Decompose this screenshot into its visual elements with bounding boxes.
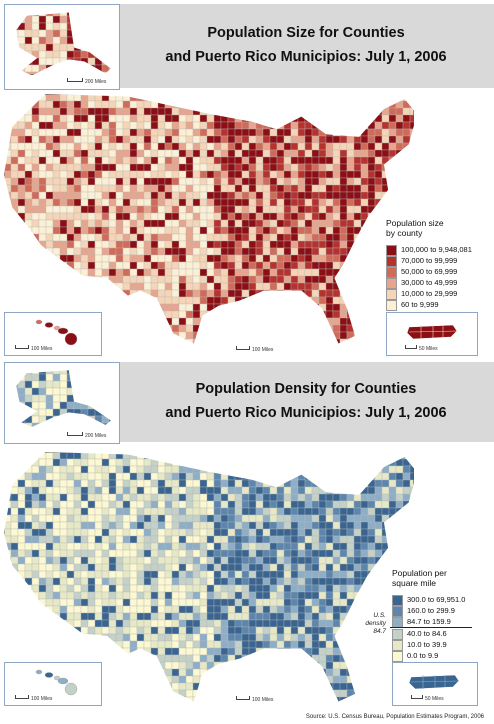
legend-swatch [392, 651, 403, 662]
legend-label: 84.7 to 159.9 [407, 617, 451, 626]
scale-bar [236, 696, 250, 700]
legend-title-line-1: Population per [392, 568, 447, 578]
conus-scale-label: 100 Miles [252, 347, 274, 353]
legend-label: 40.0 to 84.6 [407, 629, 447, 638]
hawaii-inset: 100 Miles [4, 312, 102, 356]
legend-label: 10,000 to 29,999 [401, 289, 458, 298]
puerto-rico-inset: 50 Miles [392, 662, 478, 706]
scale-bar [67, 78, 83, 82]
alaska-map [16, 370, 111, 427]
puerto-rico-inset: 50 Miles [386, 312, 478, 356]
alaska-map [16, 12, 111, 75]
legend-entry: 84.7 to 159.9 [392, 617, 451, 628]
legend-entry: 30,000 to 49,999 [386, 278, 458, 289]
us-density-label-line-2: density [365, 620, 386, 627]
scale-bar [15, 695, 29, 699]
legend-label: 160.0 to 299.9 [407, 606, 455, 615]
hawaii-scale-label: 100 Miles [31, 696, 53, 702]
hawaii-inset: 100 Miles [4, 662, 102, 706]
alaska-inset: 200 Miles [4, 4, 120, 90]
legend-title-line-2: square mile [392, 578, 436, 588]
legend-label: 0.0 to 9.9 [407, 651, 439, 660]
legend-label: 300.0 to 69,951.0 [407, 595, 466, 604]
legend-entry: 160.0 to 299.9 [392, 606, 455, 617]
population-size-map-panel: Population Size for Counties and Puerto … [4, 4, 494, 356]
legend-swatch [386, 267, 397, 278]
puerto-rico-map [408, 674, 460, 690]
legend-label: 60 to 9,999 [401, 300, 439, 309]
alaska-scale-label: 200 Miles [85, 433, 107, 439]
legend-entry: 40.0 to 84.6 [392, 629, 447, 640]
legend-label: 100,000 to 9,948,081 [401, 245, 472, 254]
legend-label: 70,000 to 99,999 [401, 256, 458, 265]
hawaii-map [35, 319, 78, 346]
hawaii-map [35, 669, 78, 696]
legend-label: 10.0 to 39.9 [407, 640, 447, 649]
hawaii-scale-label: 100 Miles [31, 346, 53, 352]
legend-swatch [392, 640, 403, 651]
map-title-line-1: Population Density for Counties [195, 381, 417, 397]
legend-label: 50,000 to 69,999 [401, 267, 458, 276]
legend-swatch [392, 606, 403, 617]
legend-swatch [392, 629, 403, 640]
legend-label: 30,000 to 49,999 [401, 278, 458, 287]
us-density-label-line-1: U.S. [373, 612, 386, 619]
scale-bar [67, 432, 83, 436]
legend-entry: 0.0 to 9.9 [392, 651, 439, 662]
legend-entry: 70,000 to 99,999 [386, 256, 458, 267]
legend-swatch [386, 278, 397, 289]
legend-title-line-1: Population size [386, 218, 444, 228]
legend-swatch [386, 245, 397, 256]
legend-entry: 100,000 to 9,948,081 [386, 245, 472, 256]
legend-swatch [386, 289, 397, 300]
legend-swatch [392, 595, 403, 606]
legend-swatch [386, 256, 397, 267]
puerto-rico-scale-label: 50 Miles [425, 696, 444, 702]
conus-map [4, 452, 414, 702]
scale-bar [236, 346, 250, 350]
puerto-rico-scale-label: 50 Miles [419, 346, 438, 352]
scale-bar [405, 345, 417, 349]
legend-entry: 300.0 to 69,951.0 [392, 595, 466, 606]
map-title-line-2: and Puerto Rico Municipios: July 1, 2006 [165, 49, 447, 65]
title-band [118, 4, 494, 88]
source-note: Source: U.S. Census Bureau, Population E… [305, 714, 484, 720]
alaska-inset: 200 Miles [4, 362, 120, 444]
scale-bar [411, 695, 423, 699]
us-density-divider [390, 627, 472, 628]
legend-entry: 10.0 to 39.9 [392, 640, 447, 651]
population-density-map-panel: Population Density for Counties and Puer… [0, 362, 494, 712]
alaska-scale-label: 200 Miles [85, 79, 107, 85]
legend-title-line-2: by county [386, 228, 423, 238]
legend-entry: 10,000 to 29,999 [386, 289, 458, 300]
conus-map [4, 94, 414, 344]
map-title-line-2: and Puerto Rico Municipios: July 1, 2006 [165, 405, 447, 421]
map-title-line-1: Population Size for Counties [207, 25, 405, 41]
legend-swatch [386, 300, 397, 311]
legend-entry: 60 to 9,999 [386, 300, 439, 311]
puerto-rico-map [406, 324, 458, 340]
legend-entry: 50,000 to 69,999 [386, 267, 458, 278]
conus-scale-label: 100 Miles [252, 697, 274, 703]
title-band [118, 362, 494, 442]
scale-bar [15, 345, 29, 349]
us-density-value: 84.7 [373, 628, 386, 635]
